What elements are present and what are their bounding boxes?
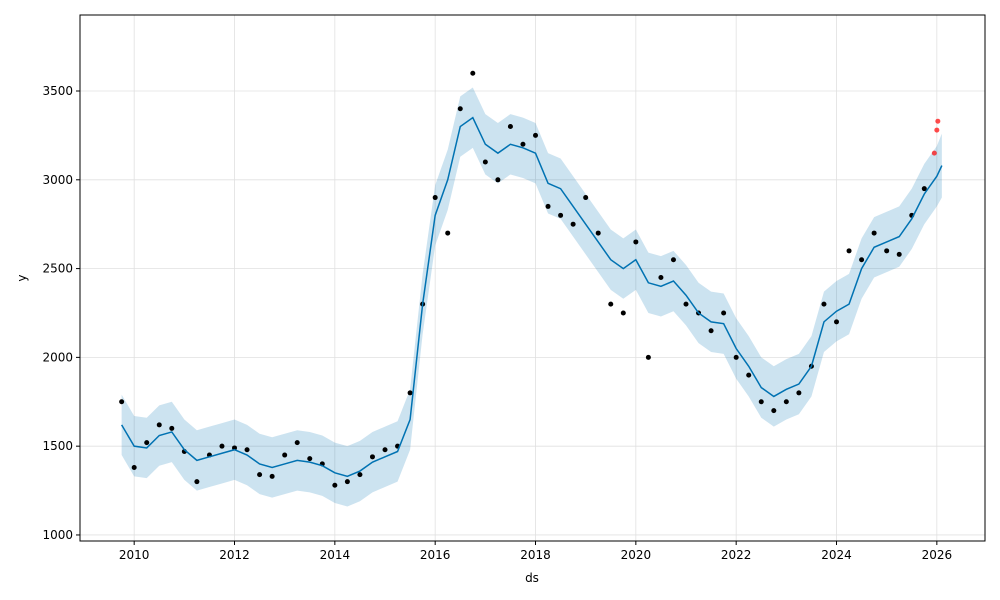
y-tick-label: 1500	[42, 439, 73, 453]
observed-point	[457, 106, 463, 112]
observed-point	[545, 203, 551, 209]
observed-point	[169, 425, 175, 431]
future-point	[935, 118, 941, 124]
observed-point	[407, 390, 413, 396]
observed-point	[708, 328, 714, 334]
observed-point	[583, 195, 589, 201]
observed-point	[746, 372, 752, 378]
observed-point	[758, 399, 764, 405]
y-tick-label: 3500	[42, 84, 73, 98]
observed-point	[219, 443, 225, 449]
x-tick-label: 2014	[320, 548, 351, 562]
y-tick-label: 1000	[42, 528, 73, 542]
observed-point	[871, 230, 877, 236]
observed-point	[921, 186, 927, 192]
observed-point	[232, 445, 238, 451]
observed-point	[608, 301, 614, 307]
future-point	[931, 150, 937, 156]
observed-point	[558, 212, 564, 218]
observed-point	[721, 310, 727, 316]
x-tick-label: 2010	[119, 548, 150, 562]
observed-point	[633, 239, 639, 245]
observed-point	[533, 132, 539, 138]
y-tick-label: 2500	[42, 262, 73, 276]
observed-point	[859, 257, 865, 263]
observed-point	[244, 447, 250, 453]
observed-point	[144, 440, 150, 446]
observed-point	[570, 221, 576, 227]
observed-point	[771, 408, 777, 414]
x-axis-label: ds	[525, 571, 539, 585]
observed-point	[595, 230, 601, 236]
future-point	[934, 127, 940, 133]
observed-point	[432, 195, 438, 201]
observed-point	[269, 473, 275, 479]
y-axis-label: y	[15, 274, 29, 281]
x-tick-label: 2020	[621, 548, 652, 562]
observed-point	[357, 472, 363, 478]
x-tick-label: 2016	[420, 548, 451, 562]
observed-point	[382, 447, 388, 453]
x-tick-label: 2018	[520, 548, 551, 562]
observed-point	[821, 301, 827, 307]
observed-point	[495, 177, 501, 183]
observed-point	[733, 354, 739, 360]
observed-point	[896, 251, 902, 257]
x-tick-label: 2012	[219, 548, 250, 562]
y-tick-label: 2000	[42, 350, 73, 364]
observed-point	[257, 472, 263, 478]
y-tick-label: 3000	[42, 173, 73, 187]
x-tick-label: 2026	[922, 548, 953, 562]
observed-point	[884, 248, 890, 254]
observed-point	[658, 274, 664, 280]
observed-point	[783, 399, 789, 405]
observed-point	[834, 319, 840, 325]
observed-point	[445, 230, 451, 236]
observed-point	[131, 464, 137, 470]
observed-point	[282, 452, 288, 458]
uncertainty-band	[121, 87, 942, 507]
observed-point	[369, 454, 375, 460]
observed-point	[470, 70, 476, 76]
observed-point	[846, 248, 852, 254]
observed-point	[670, 257, 676, 263]
x-tick-label: 2022	[721, 548, 752, 562]
observed-point	[520, 141, 526, 147]
observed-point	[307, 456, 313, 462]
plot-frame	[79, 14, 986, 542]
forecast-line	[120, 116, 943, 478]
observed-point	[645, 354, 651, 360]
observed-point	[156, 422, 162, 428]
observed-point	[119, 399, 125, 405]
observed-point	[482, 159, 488, 165]
x-tick-label: 2024	[821, 548, 852, 562]
observed-point	[332, 482, 338, 488]
observed-point	[194, 479, 200, 485]
observed-point	[294, 440, 300, 446]
observed-point	[620, 310, 626, 316]
observed-point	[507, 124, 513, 130]
observed-point	[683, 301, 689, 307]
observed-point	[344, 479, 350, 485]
observed-point	[796, 390, 802, 396]
